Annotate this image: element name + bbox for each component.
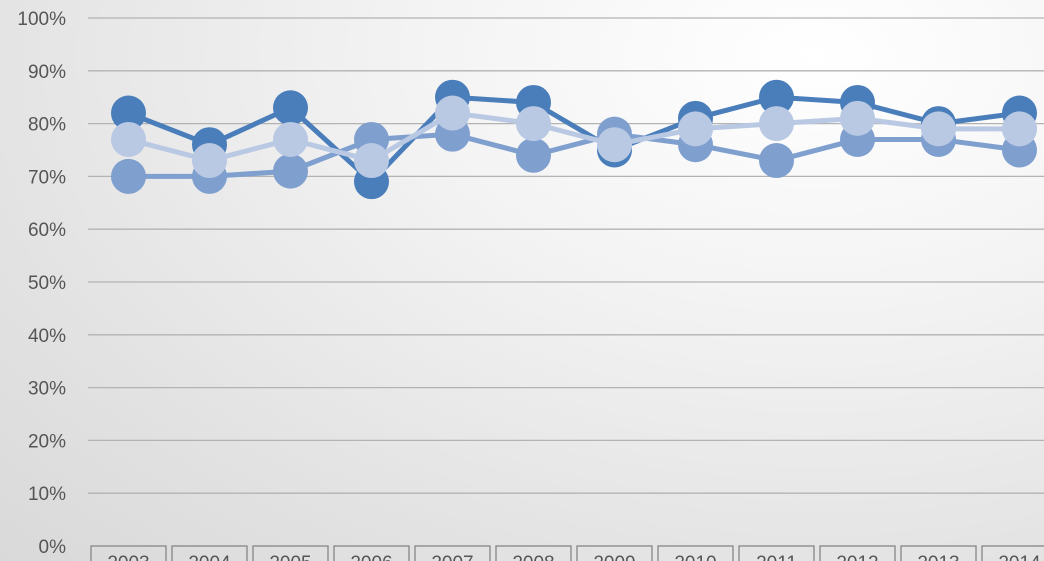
data-point [111, 95, 146, 131]
y-tick-label: 40% [28, 326, 66, 347]
x-category-box [900, 545, 977, 561]
y-tick-label: 60% [28, 220, 66, 241]
x-category-box [576, 545, 653, 561]
data-point [192, 143, 227, 179]
data-point [840, 100, 875, 136]
data-point [1002, 111, 1037, 147]
data-point [273, 153, 308, 189]
x-tick-label: 2011 [756, 553, 797, 561]
y-tick-label: 10% [28, 484, 66, 505]
y-axis-labels: 0% 10% 20% 30% 40% 50% 60% 70% 80% 90% 100% [17, 9, 66, 558]
x-tick-label: 2007 [431, 553, 473, 561]
y-tick-label: 90% [28, 62, 66, 83]
y-tick-label: 100% [17, 9, 66, 30]
x-tick-label: 2012 [836, 553, 878, 561]
y-tick-label: 30% [28, 379, 66, 400]
y-tick-label: 0% [39, 537, 67, 558]
x-category-box [657, 545, 734, 561]
data-point [111, 158, 146, 194]
x-tick-label: 2005 [269, 553, 311, 561]
data-point [273, 121, 308, 157]
x-tick-label: 2003 [107, 553, 149, 561]
x-category-box [171, 545, 248, 561]
y-tick-label: 50% [28, 273, 66, 294]
gridlines [88, 17, 1044, 494]
x-category-box [90, 545, 167, 561]
x-category-box [333, 545, 410, 561]
x-tick-label: 2004 [188, 553, 231, 561]
x-category-box [819, 545, 896, 561]
x-category-box [738, 545, 815, 561]
x-tick-label: 2014 [998, 553, 1041, 561]
data-point [354, 143, 389, 179]
x-tick-label: 2006 [350, 553, 392, 561]
x-category-box [252, 545, 329, 561]
data-point [678, 111, 713, 147]
data-point [516, 137, 551, 173]
x-tick-label: 2008 [512, 553, 554, 561]
x-category-box [981, 545, 1044, 561]
data-point [921, 111, 956, 147]
series-layer [111, 79, 1037, 200]
x-category-box [414, 545, 491, 561]
data-point [516, 106, 551, 142]
data-point [597, 127, 632, 163]
x-category-box [495, 545, 572, 561]
series-3 [111, 95, 1037, 179]
data-point [759, 106, 794, 142]
y-tick-label: 80% [28, 115, 66, 136]
series-line [128, 131, 1020, 179]
data-point [759, 79, 794, 115]
data-point [111, 121, 146, 157]
x-tick-label: 2013 [917, 553, 959, 561]
data-point [273, 90, 308, 126]
x-tick-label: 2010 [674, 553, 716, 561]
x-axis-categories: 2003 2004 2005 2006 2007 2008 2009 2010 2011 2012… [90, 545, 1044, 561]
y-tick-label: 20% [28, 431, 66, 452]
data-point [759, 143, 794, 179]
x-tick-label: 2009 [593, 553, 635, 561]
data-point [435, 95, 470, 131]
y-tick-label: 70% [28, 167, 66, 188]
